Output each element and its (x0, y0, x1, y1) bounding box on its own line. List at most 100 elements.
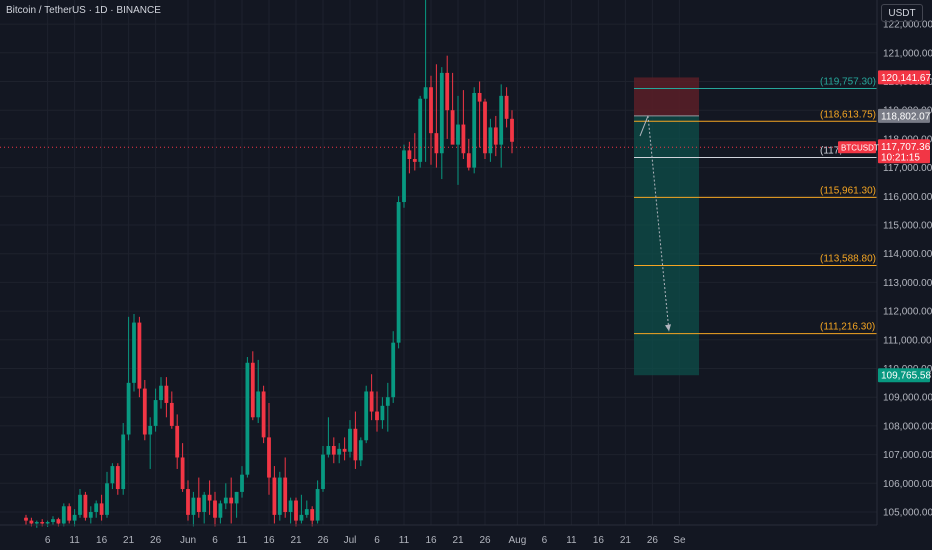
candle-body (466, 153, 471, 168)
candle-body (61, 506, 66, 524)
candle-body (288, 500, 293, 512)
current-price-tag-bg (878, 139, 930, 164)
candle-body (29, 520, 34, 524)
candle-body (34, 522, 39, 524)
candle-body (434, 133, 439, 154)
candle-body (105, 483, 109, 515)
x-tick-label: 11 (237, 535, 248, 546)
x-tick-label: 26 (317, 535, 329, 546)
candle-body (164, 385, 169, 403)
candle-body (380, 405, 385, 421)
candle-body (83, 494, 88, 518)
candle-body (94, 503, 99, 512)
candle-body (412, 158, 417, 162)
level-label: (113,588.80) (820, 254, 876, 265)
candle-body (348, 428, 352, 452)
candle-body (353, 428, 358, 461)
candle-body (207, 494, 212, 501)
x-tick-label: 6 (542, 535, 548, 546)
candle-body (304, 509, 309, 515)
x-tick-label: 26 (150, 535, 162, 546)
symbol-tag-bg (838, 141, 876, 154)
x-tick-label: Aug (509, 535, 527, 546)
candle-body (99, 503, 104, 515)
price-tag-label: 118,802.07 (881, 111, 931, 122)
y-tick-label: 108,000.00 (883, 421, 932, 432)
candle-body (186, 489, 190, 515)
current-price-value: 117,707.36 (881, 142, 931, 153)
candle-body (402, 150, 406, 203)
candle-body (78, 494, 82, 515)
x-tick-label: 11 (69, 535, 80, 546)
candle-body (132, 322, 136, 383)
candle-body (88, 512, 93, 518)
price-tag-label: 120,141.67 (881, 73, 931, 84)
candle-body (445, 72, 450, 111)
candle-body (321, 454, 325, 490)
candle-body (67, 506, 72, 521)
x-tick-label: Jun (180, 535, 196, 546)
candle-body (277, 477, 282, 515)
candle-body (234, 491, 239, 504)
candle-body (385, 397, 390, 406)
symbol-title: Bitcoin / TetherUS · 1D · BINANCE (6, 5, 161, 16)
bar-countdown: 10:21:15 (881, 152, 920, 163)
price-tag-bg (878, 70, 930, 85)
candle-body (499, 95, 504, 145)
y-tick-label: 106,000.00 (883, 479, 932, 490)
candle-body (358, 440, 363, 461)
candle-body (56, 519, 61, 524)
x-tick-label: 21 (290, 535, 302, 546)
candle-body (213, 500, 217, 518)
take-profit-zone (634, 115, 699, 376)
candle-body (488, 127, 493, 154)
y-tick-label: 113,000.00 (883, 278, 932, 289)
x-tick-label: Se (673, 535, 686, 546)
candle-body (375, 411, 379, 421)
candle-body (483, 101, 487, 154)
x-tick-label: 6 (374, 535, 380, 546)
level-label: (118,613.75) (820, 109, 876, 120)
x-tick-label: 21 (620, 535, 632, 546)
y-tick-label: 117,000.00 (883, 163, 932, 174)
candle-body (126, 382, 131, 435)
x-tick-label: 6 (45, 535, 51, 546)
candle-body (342, 448, 347, 452)
price-tag-bg (878, 108, 930, 123)
y-tick-label: 111,000.00 (883, 335, 932, 346)
candle-body (169, 402, 174, 426)
candle-body (326, 445, 331, 455)
candle-body (423, 87, 428, 99)
candle-body (337, 448, 342, 455)
x-tick-label: 26 (647, 535, 659, 546)
candle-body (196, 497, 201, 512)
candle-body (180, 457, 185, 490)
x-tick-label: 16 (593, 535, 605, 546)
candle-body (256, 391, 261, 418)
x-tick-label: 16 (263, 535, 275, 546)
level-label: (111,216.30) (820, 322, 875, 333)
candle-body (121, 434, 126, 490)
candle-body (115, 466, 120, 490)
currency-button[interactable]: USDT (881, 4, 923, 22)
x-tick-label: 11 (399, 535, 410, 546)
level-label: (117, (820, 146, 842, 157)
symbol-tag-label: BTCUSDT (841, 143, 879, 152)
candle-body (461, 124, 466, 154)
x-tick-label: 16 (96, 535, 108, 546)
price-tag-label: 109,765.58 (881, 371, 931, 382)
candle-body (369, 391, 374, 412)
candle-body (272, 477, 277, 515)
candle-body (472, 92, 477, 168)
y-tick-label: 109,000.00 (883, 393, 932, 404)
y-tick-label: 105,000.00 (883, 508, 932, 519)
stop-loss-zone (634, 77, 699, 116)
level-label: (119,757.30) (820, 76, 876, 87)
candle-body (142, 388, 147, 435)
x-tick-label: 26 (479, 535, 491, 546)
candle-body (299, 514, 304, 521)
projection-arrow-line (647, 115, 670, 332)
candle-body (24, 517, 28, 521)
